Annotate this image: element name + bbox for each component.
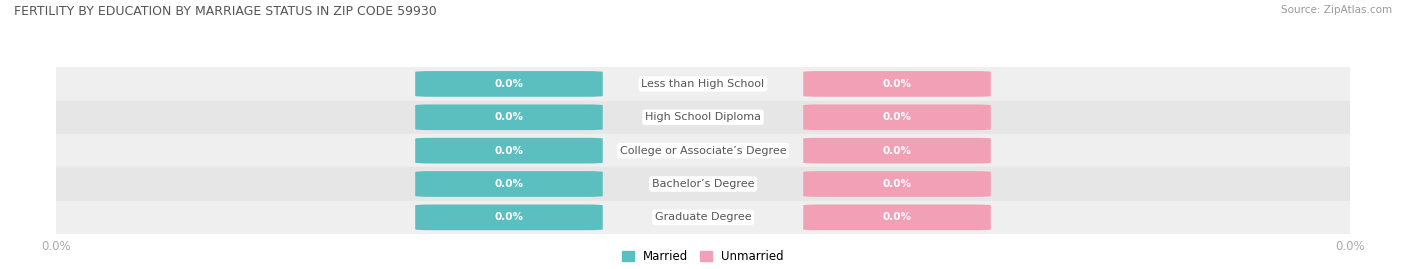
FancyBboxPatch shape — [415, 171, 603, 197]
Text: College or Associate’s Degree: College or Associate’s Degree — [620, 146, 786, 156]
FancyBboxPatch shape — [803, 71, 991, 97]
FancyBboxPatch shape — [415, 204, 603, 230]
Bar — [56, 67, 1350, 101]
Legend: Married, Unmarried: Married, Unmarried — [621, 250, 785, 263]
Text: 0.0%: 0.0% — [495, 179, 523, 189]
Bar — [56, 101, 1350, 134]
Text: 0.0%: 0.0% — [495, 146, 523, 156]
Text: High School Diploma: High School Diploma — [645, 112, 761, 122]
Text: Bachelor’s Degree: Bachelor’s Degree — [652, 179, 754, 189]
Text: 0.0%: 0.0% — [883, 212, 911, 222]
FancyBboxPatch shape — [415, 138, 603, 164]
FancyBboxPatch shape — [803, 204, 991, 230]
FancyBboxPatch shape — [803, 104, 991, 130]
FancyBboxPatch shape — [803, 171, 991, 197]
Text: 0.0%: 0.0% — [495, 212, 523, 222]
Text: Source: ZipAtlas.com: Source: ZipAtlas.com — [1281, 5, 1392, 15]
Text: 0.0%: 0.0% — [883, 112, 911, 122]
FancyBboxPatch shape — [415, 71, 603, 97]
Text: Graduate Degree: Graduate Degree — [655, 212, 751, 222]
FancyBboxPatch shape — [415, 104, 603, 130]
Text: 0.0%: 0.0% — [495, 112, 523, 122]
Text: 0.0%: 0.0% — [495, 79, 523, 89]
Text: 0.0%: 0.0% — [883, 79, 911, 89]
Text: FERTILITY BY EDUCATION BY MARRIAGE STATUS IN ZIP CODE 59930: FERTILITY BY EDUCATION BY MARRIAGE STATU… — [14, 5, 437, 18]
Bar — [56, 201, 1350, 234]
Text: 0.0%: 0.0% — [883, 146, 911, 156]
Text: Less than High School: Less than High School — [641, 79, 765, 89]
Bar — [56, 134, 1350, 167]
FancyBboxPatch shape — [803, 138, 991, 164]
Bar — [56, 167, 1350, 201]
Text: 0.0%: 0.0% — [883, 179, 911, 189]
